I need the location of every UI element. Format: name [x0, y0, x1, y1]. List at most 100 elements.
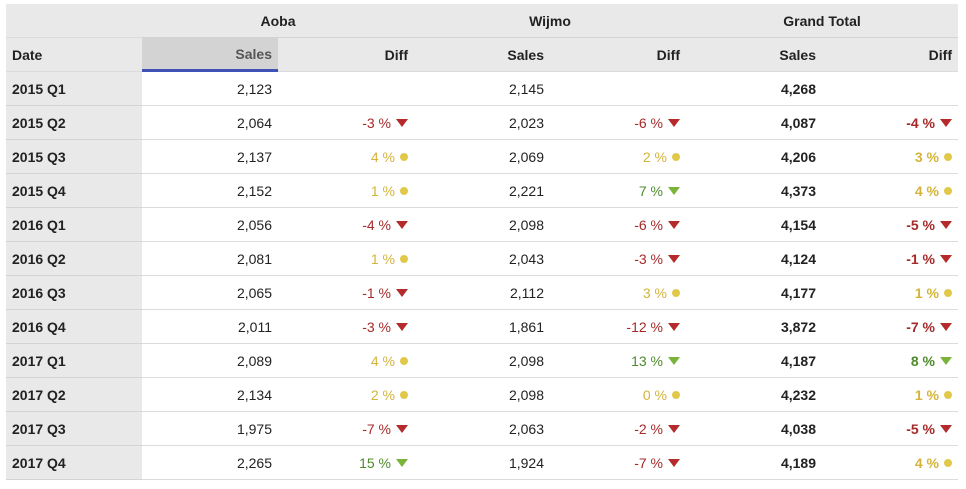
dot-icon: [944, 152, 952, 161]
dot-icon: [400, 152, 408, 161]
cell-wijmo-sales[interactable]: 2,112: [414, 276, 550, 310]
cell-total-diff[interactable]: 3 %: [822, 140, 958, 174]
row-header-date[interactable]: 2015 Q3: [6, 140, 142, 174]
cell-wijmo-diff[interactable]: -3 %: [550, 242, 686, 276]
cell-wijmo-sales[interactable]: 2,145: [414, 72, 550, 106]
cell-aoba-diff[interactable]: -1 %: [278, 276, 414, 310]
cell-total-diff[interactable]: [822, 72, 958, 106]
cell-total-sales[interactable]: 3,872: [686, 310, 822, 344]
column-header-total-diff[interactable]: Diff: [822, 38, 958, 72]
diff-value: -1 %: [906, 250, 935, 267]
cell-aoba-sales[interactable]: 2,011: [142, 310, 278, 344]
cell-wijmo-sales[interactable]: 2,063: [414, 412, 550, 446]
cell-wijmo-diff[interactable]: -12 %: [550, 310, 686, 344]
cell-aoba-diff[interactable]: 1 %: [278, 242, 414, 276]
cell-aoba-diff[interactable]: 2 %: [278, 378, 414, 412]
cell-total-sales[interactable]: 4,187: [686, 344, 822, 378]
cell-total-diff[interactable]: -1 %: [822, 242, 958, 276]
cell-aoba-sales[interactable]: 2,265: [142, 446, 278, 480]
cell-aoba-sales[interactable]: 2,137: [142, 140, 278, 174]
cell-wijmo-sales[interactable]: 2,023: [414, 106, 550, 140]
cell-total-sales[interactable]: 4,124: [686, 242, 822, 276]
cell-total-diff[interactable]: 1 %: [822, 378, 958, 412]
cell-aoba-sales[interactable]: 2,089: [142, 344, 278, 378]
row-header-date[interactable]: 2015 Q2: [6, 106, 142, 140]
column-header-wijmo-diff[interactable]: Diff: [550, 38, 686, 72]
cell-aoba-sales[interactable]: 2,056: [142, 208, 278, 242]
cell-wijmo-sales[interactable]: 1,924: [414, 446, 550, 480]
diff-value: -7 %: [362, 420, 391, 437]
cell-wijmo-diff[interactable]: [550, 72, 686, 106]
cell-wijmo-sales[interactable]: 2,098: [414, 208, 550, 242]
cell-total-diff[interactable]: 4 %: [822, 174, 958, 208]
cell-aoba-sales[interactable]: 2,134: [142, 378, 278, 412]
row-header-date[interactable]: 2017 Q1: [6, 344, 142, 378]
cell-aoba-diff[interactable]: 4 %: [278, 344, 414, 378]
cell-aoba-diff[interactable]: 15 %: [278, 446, 414, 480]
cell-total-sales[interactable]: 4,206: [686, 140, 822, 174]
cell-wijmo-diff[interactable]: -7 %: [550, 446, 686, 480]
cell-wijmo-diff[interactable]: -6 %: [550, 208, 686, 242]
cell-total-diff[interactable]: 1 %: [822, 276, 958, 310]
column-header-total-sales[interactable]: Sales: [686, 38, 822, 72]
column-header-date[interactable]: Date: [6, 38, 142, 72]
cell-wijmo-sales[interactable]: 1,861: [414, 310, 550, 344]
cell-aoba-sales[interactable]: 2,065: [142, 276, 278, 310]
cell-wijmo-sales[interactable]: 2,098: [414, 378, 550, 412]
cell-wijmo-diff[interactable]: 7 %: [550, 174, 686, 208]
cell-wijmo-diff[interactable]: -6 %: [550, 106, 686, 140]
cell-aoba-sales[interactable]: 2,123: [142, 72, 278, 106]
cell-total-diff[interactable]: -4 %: [822, 106, 958, 140]
cell-total-sales[interactable]: 4,154: [686, 208, 822, 242]
row-header-date[interactable]: 2016 Q4: [6, 310, 142, 344]
column-header-aoba-sales[interactable]: Sales: [142, 38, 278, 72]
row-header-date[interactable]: 2017 Q3: [6, 412, 142, 446]
row-header-date[interactable]: 2015 Q4: [6, 174, 142, 208]
cell-wijmo-sales[interactable]: 2,069: [414, 140, 550, 174]
diff-value: 1 %: [914, 386, 939, 403]
group-header-aoba: Aoba: [142, 4, 414, 38]
cell-total-diff[interactable]: -5 %: [822, 412, 958, 446]
cell-wijmo-sales[interactable]: 2,221: [414, 174, 550, 208]
row-header-date[interactable]: 2016 Q2: [6, 242, 142, 276]
row-header-date[interactable]: 2015 Q1: [6, 72, 142, 106]
cell-aoba-diff[interactable]: 4 %: [278, 140, 414, 174]
cell-aoba-sales[interactable]: 2,064: [142, 106, 278, 140]
cell-aoba-sales[interactable]: 2,152: [142, 174, 278, 208]
cell-total-diff[interactable]: 8 %: [822, 344, 958, 378]
row-header-date[interactable]: 2017 Q2: [6, 378, 142, 412]
cell-total-sales[interactable]: 4,232: [686, 378, 822, 412]
cell-wijmo-diff[interactable]: 0 %: [550, 378, 686, 412]
cell-aoba-diff[interactable]: -3 %: [278, 106, 414, 140]
cell-total-sales[interactable]: 4,087: [686, 106, 822, 140]
cell-total-sales[interactable]: 4,268: [686, 72, 822, 106]
cell-total-diff[interactable]: -5 %: [822, 208, 958, 242]
cell-aoba-diff[interactable]: 1 %: [278, 174, 414, 208]
cell-aoba-diff[interactable]: [278, 72, 414, 106]
row-header-date[interactable]: 2016 Q1: [6, 208, 142, 242]
cell-total-sales[interactable]: 4,189: [686, 446, 822, 480]
row-header-date[interactable]: 2017 Q4: [6, 446, 142, 480]
cell-wijmo-sales[interactable]: 2,043: [414, 242, 550, 276]
cell-wijmo-diff[interactable]: 2 %: [550, 140, 686, 174]
cell-total-sales[interactable]: 4,038: [686, 412, 822, 446]
cell-wijmo-diff[interactable]: 3 %: [550, 276, 686, 310]
dot-icon: [400, 254, 408, 263]
column-header-aoba-diff[interactable]: Diff: [278, 38, 414, 72]
cell-wijmo-diff[interactable]: -2 %: [550, 412, 686, 446]
diff-value: 15 %: [359, 454, 391, 471]
diff-value: -5 %: [906, 216, 935, 233]
cell-aoba-diff[interactable]: -4 %: [278, 208, 414, 242]
cell-aoba-diff[interactable]: -3 %: [278, 310, 414, 344]
column-header-wijmo-sales[interactable]: Sales: [414, 38, 550, 72]
cell-total-diff[interactable]: 4 %: [822, 446, 958, 480]
row-header-date[interactable]: 2016 Q3: [6, 276, 142, 310]
cell-wijmo-diff[interactable]: 13 %: [550, 344, 686, 378]
cell-aoba-sales[interactable]: 1,975: [142, 412, 278, 446]
cell-aoba-sales[interactable]: 2,081: [142, 242, 278, 276]
cell-aoba-diff[interactable]: -7 %: [278, 412, 414, 446]
cell-total-diff[interactable]: -7 %: [822, 310, 958, 344]
cell-total-sales[interactable]: 4,373: [686, 174, 822, 208]
cell-total-sales[interactable]: 4,177: [686, 276, 822, 310]
cell-wijmo-sales[interactable]: 2,098: [414, 344, 550, 378]
